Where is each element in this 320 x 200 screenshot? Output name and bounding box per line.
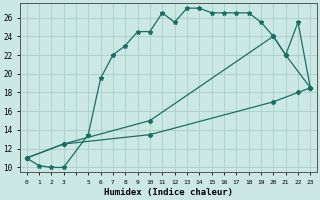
X-axis label: Humidex (Indice chaleur): Humidex (Indice chaleur) bbox=[104, 188, 233, 197]
